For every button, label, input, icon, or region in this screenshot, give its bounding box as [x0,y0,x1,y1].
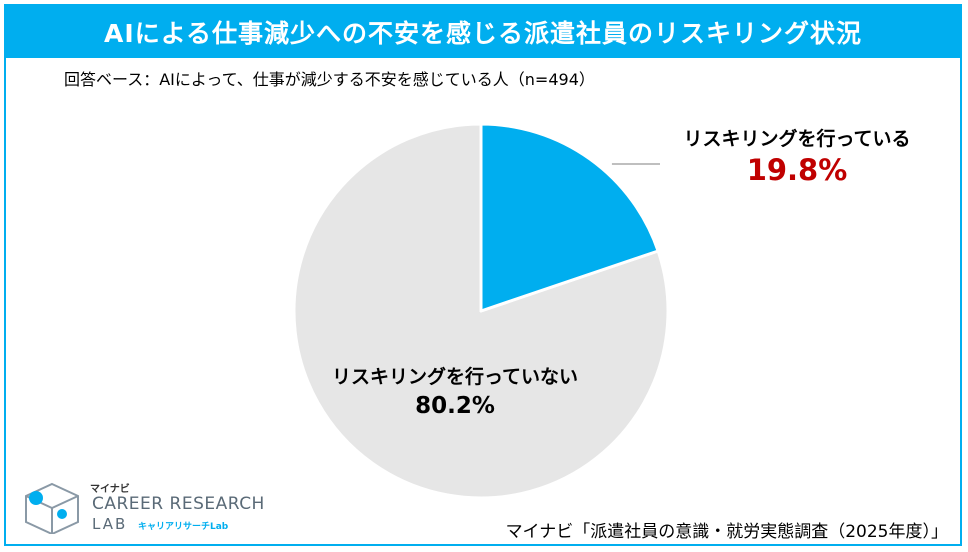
slice-label-text: リスキリングを行っている [683,128,911,150]
career-research-lab-logo: マイナビ CAREER RESEARCH LAB キャリアリサーチLab [22,478,272,538]
lab-cube-icon [25,482,79,534]
logo-brand: マイナビ [90,484,130,495]
slice-label-text: リスキリングを行っていない [331,366,579,388]
source-note: マイナビ「派遣社員の意識・就労実態調査（2025年度）」 [505,522,948,542]
slice-label-reskilling: リスキリングを行っている 19.8% [672,124,922,187]
logo-line2: LAB [92,515,128,533]
slice-percentage: 19.8% [746,153,848,187]
slice-label-not-reskilling: リスキリングを行っていない 80.2% [305,362,605,419]
pie-slice-reskilling [479,122,660,313]
chart-title: AIによる仕事減少への不安を感じる派遣社員のリスキリング状況 [6,6,960,58]
slice-percentage: 80.2% [415,393,495,419]
logo-line1: CAREER RESEARCH [92,494,265,514]
respondent-base: 回答ベース：AIによって、仕事が減少する不安を感じている人（n=494） [64,70,595,89]
logo-sub: キャリアリサーチLab [138,522,229,532]
